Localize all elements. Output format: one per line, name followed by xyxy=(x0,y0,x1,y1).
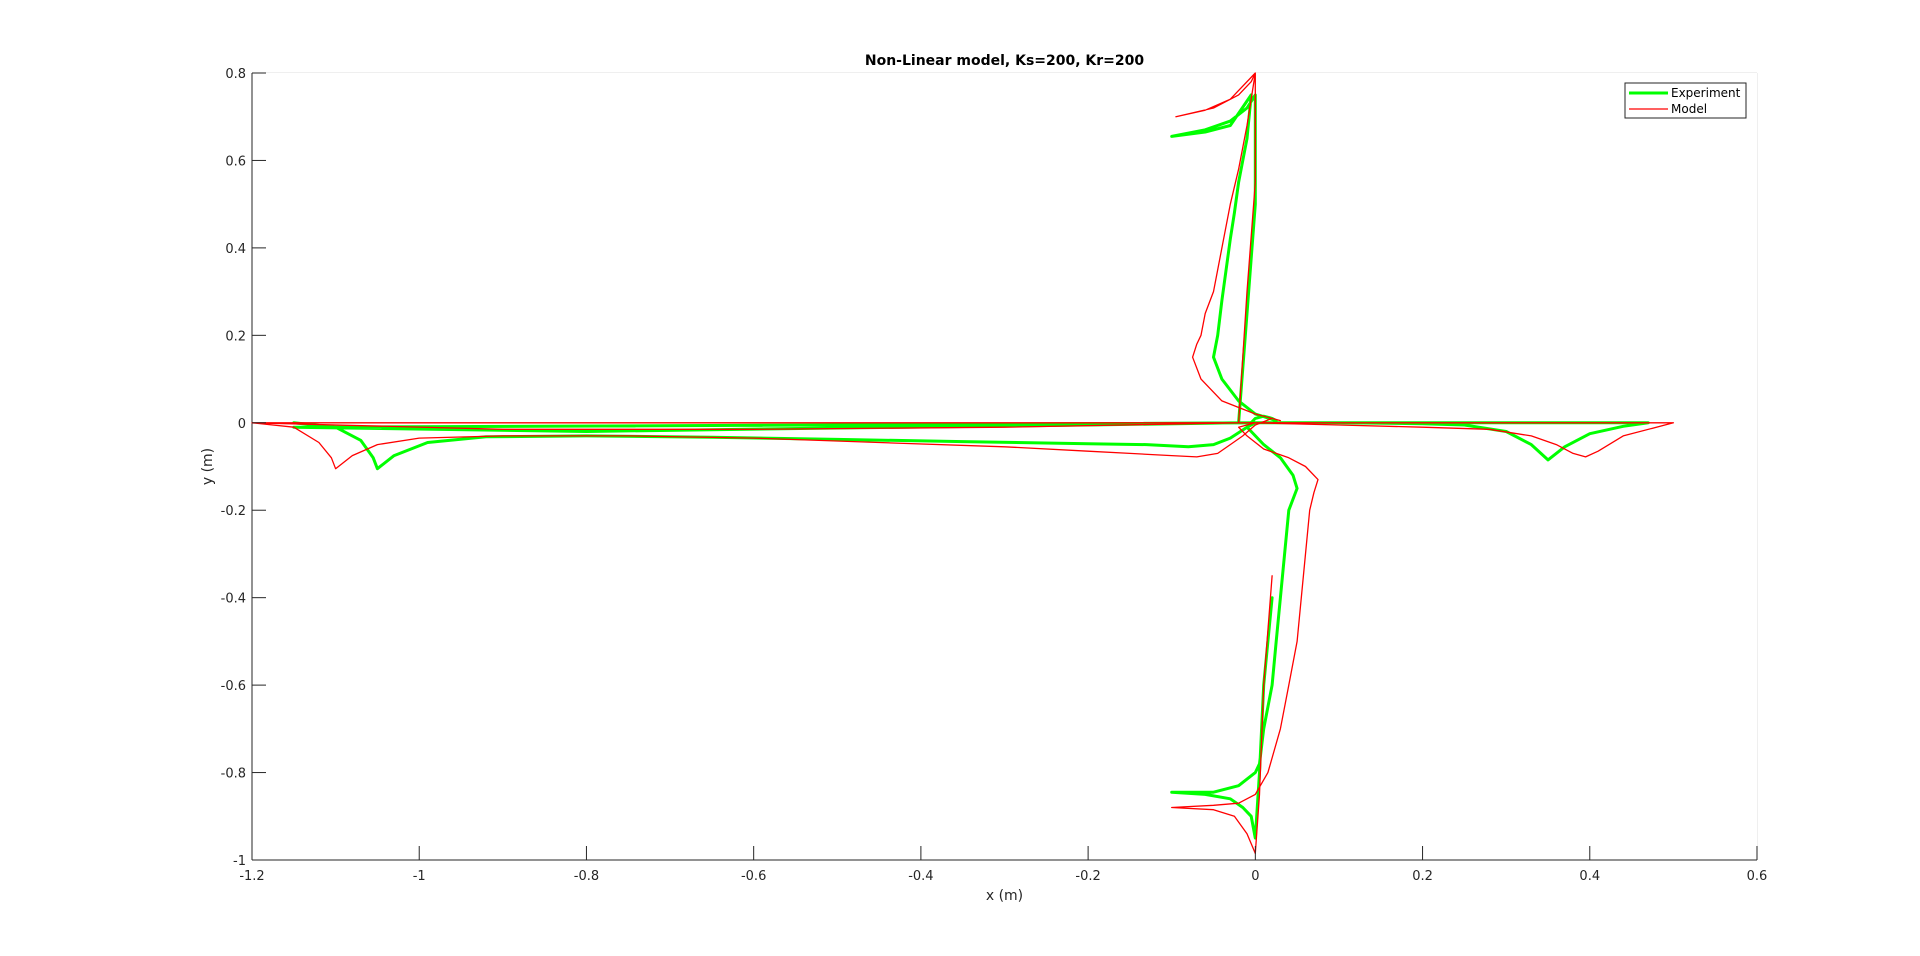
x-tick-label: -0.6 xyxy=(741,869,766,884)
legend-label-experiment: Experiment xyxy=(1671,86,1741,100)
y-tick-label: -0.4 xyxy=(221,592,246,607)
legend-label-model: Model xyxy=(1671,102,1707,116)
x-tick-label: 0.4 xyxy=(1579,869,1600,884)
y-tick-label: -0.6 xyxy=(221,679,246,694)
x-tick-label: -1 xyxy=(413,869,426,884)
y-axis-label: y (m) xyxy=(200,448,216,485)
x-tick-label: 0.6 xyxy=(1747,869,1768,884)
y-tick-label: 0 xyxy=(238,417,246,432)
y-tick-label: 0.8 xyxy=(225,67,246,82)
y-tick-label: -1 xyxy=(233,854,246,869)
y-tick-label: 0.6 xyxy=(225,154,246,169)
y-tick-label: 0.2 xyxy=(225,329,246,344)
x-tick-label: 0 xyxy=(1251,869,1259,884)
x-tick-label: -0.8 xyxy=(574,869,599,884)
x-tick-label: 0.2 xyxy=(1412,869,1433,884)
y-tick-label: -0.2 xyxy=(221,504,246,519)
legend-box xyxy=(1624,82,1747,119)
legend: Experiment Model xyxy=(1624,82,1747,119)
x-axis-label: x (m) xyxy=(986,888,1023,904)
x-tick-label: -1.2 xyxy=(239,869,264,884)
y-tick-label: -0.8 xyxy=(221,767,246,782)
axes-background xyxy=(252,73,1757,860)
axes-box xyxy=(251,73,1757,861)
x-tick-label: -0.2 xyxy=(1075,869,1100,884)
chart-title: Non-Linear model, Ks=200, Kr=200 xyxy=(865,53,1145,69)
ticks: -1.2 -1 -0.8 -0.6 -0.4 -0.2 0 0.2 0.4 0.6-1-0.8-0… xyxy=(221,67,1768,884)
plot-area xyxy=(251,72,1675,855)
series-line-model xyxy=(251,72,1675,855)
y-tick-label: 0.4 xyxy=(225,242,246,257)
x-tick-label: -0.4 xyxy=(908,869,933,884)
